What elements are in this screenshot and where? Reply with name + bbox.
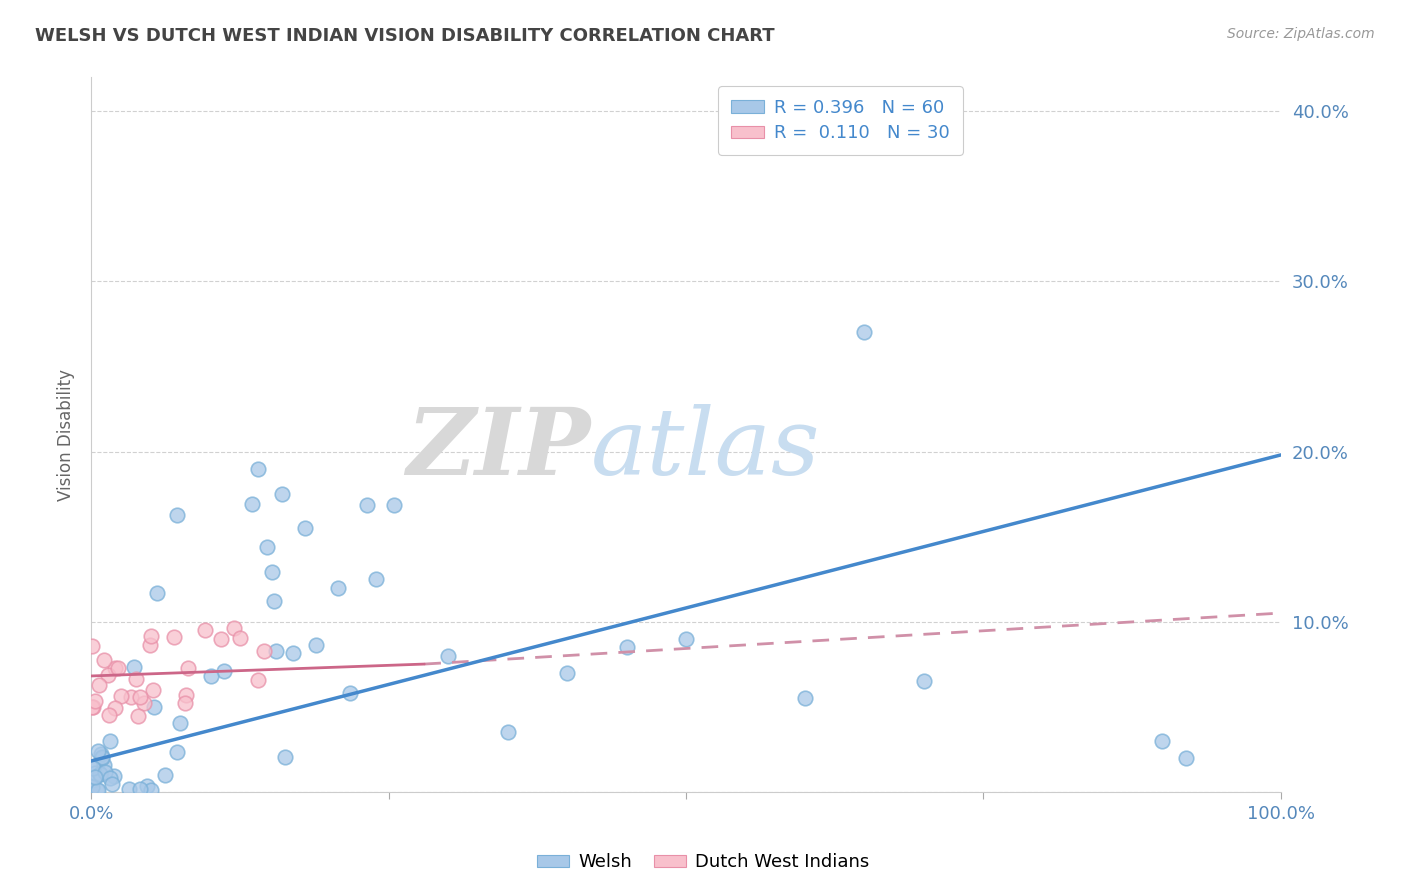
Point <box>163 630 186 644</box>
Point <box>91 749 114 764</box>
Point <box>256 540 278 554</box>
Point <box>155 768 177 782</box>
Point <box>110 690 132 704</box>
Point <box>87 678 110 692</box>
Point <box>136 780 159 794</box>
Point <box>294 521 316 535</box>
Point <box>82 699 104 714</box>
Point <box>209 632 232 646</box>
Point <box>1150 733 1173 747</box>
Point <box>382 498 405 512</box>
Point <box>142 699 165 714</box>
Point <box>101 777 124 791</box>
Point <box>90 747 112 762</box>
Point <box>326 581 349 595</box>
Point <box>194 623 217 637</box>
Point <box>82 780 104 794</box>
Point <box>356 498 378 512</box>
Point <box>139 782 162 797</box>
Point <box>262 565 284 579</box>
Point <box>339 686 361 700</box>
Point <box>83 694 105 708</box>
Point <box>177 660 200 674</box>
Point <box>200 668 222 682</box>
Point <box>91 751 114 765</box>
Point <box>166 746 188 760</box>
Point <box>120 690 142 704</box>
Point <box>173 696 195 710</box>
Point <box>82 700 104 714</box>
Text: atlas: atlas <box>591 404 820 494</box>
Point <box>129 781 152 796</box>
Point <box>129 690 152 704</box>
Point <box>142 683 165 698</box>
Point <box>240 497 263 511</box>
Point <box>89 767 111 781</box>
Point <box>912 674 935 689</box>
Point <box>127 708 149 723</box>
Point <box>83 770 105 784</box>
Point <box>103 769 125 783</box>
Point <box>616 640 638 654</box>
Point <box>122 659 145 673</box>
Point <box>93 653 115 667</box>
Point <box>94 764 117 779</box>
Point <box>853 326 876 340</box>
Y-axis label: Vision Disability: Vision Disability <box>58 368 75 500</box>
Point <box>253 643 276 657</box>
Point <box>82 639 104 653</box>
Point <box>107 661 129 675</box>
Point <box>364 572 387 586</box>
Point <box>118 781 141 796</box>
Legend: Welsh, Dutch West Indians: Welsh, Dutch West Indians <box>530 847 876 879</box>
Point <box>246 673 269 687</box>
Point <box>166 508 188 522</box>
Text: Source: ZipAtlas.com: Source: ZipAtlas.com <box>1227 27 1375 41</box>
Point <box>496 725 519 739</box>
Point <box>86 758 108 772</box>
Point <box>675 632 697 646</box>
Point <box>98 707 121 722</box>
Point <box>98 771 121 785</box>
Point <box>266 644 288 658</box>
Text: WELSH VS DUTCH WEST INDIAN VISION DISABILITY CORRELATION CHART: WELSH VS DUTCH WEST INDIAN VISION DISABI… <box>35 27 775 45</box>
Point <box>305 638 328 652</box>
Point <box>82 772 104 787</box>
Point <box>174 688 197 702</box>
Point <box>139 629 162 643</box>
Point <box>169 716 191 731</box>
Point <box>212 665 235 679</box>
Point <box>281 646 304 660</box>
Point <box>87 783 110 797</box>
Point <box>104 701 127 715</box>
Point <box>274 750 297 764</box>
Point <box>555 665 578 680</box>
Point <box>82 761 104 775</box>
Point <box>1174 750 1197 764</box>
Point <box>87 744 110 758</box>
Point <box>139 638 162 652</box>
Point <box>83 766 105 780</box>
Point <box>98 734 121 748</box>
Text: ZIP: ZIP <box>406 404 591 494</box>
Point <box>222 621 245 635</box>
Legend: R = 0.396   N = 60, R =  0.110   N = 30: R = 0.396 N = 60, R = 0.110 N = 30 <box>718 87 963 155</box>
Point <box>270 487 292 501</box>
Point <box>437 648 460 663</box>
Point <box>246 461 269 475</box>
Point <box>125 673 148 687</box>
Point <box>229 631 252 645</box>
Point <box>97 667 120 681</box>
Point <box>146 586 169 600</box>
Point <box>93 758 115 772</box>
Point <box>89 767 111 781</box>
Point <box>132 696 155 710</box>
Point <box>86 783 108 797</box>
Point <box>263 594 285 608</box>
Point <box>104 661 127 675</box>
Point <box>794 691 817 706</box>
